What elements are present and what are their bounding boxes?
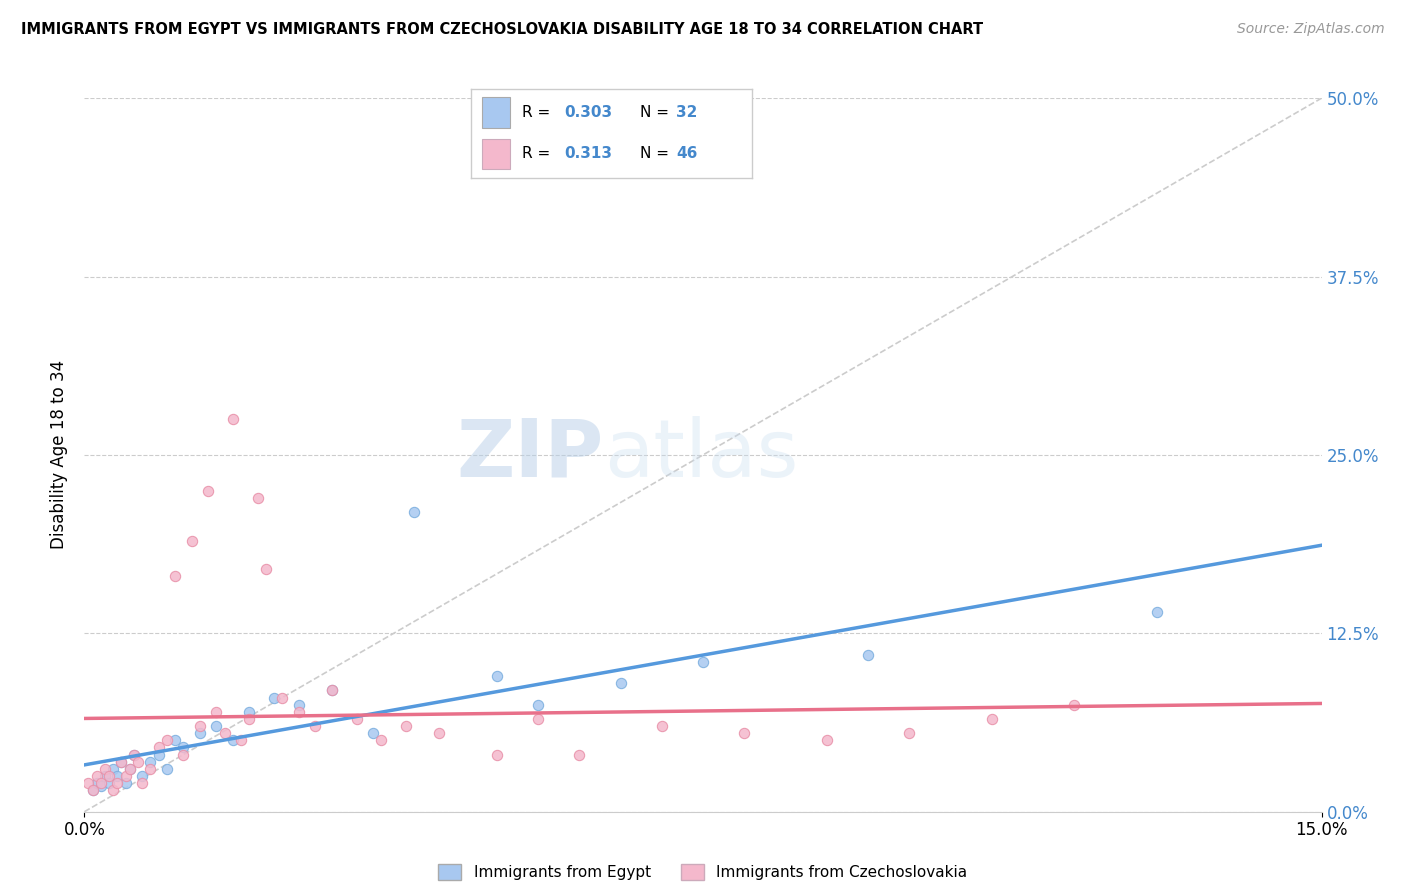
Point <box>110 755 132 769</box>
Point <box>139 755 162 769</box>
Point <box>361 726 384 740</box>
Point <box>165 733 187 747</box>
Point <box>222 412 245 426</box>
Point <box>172 747 194 762</box>
Point <box>139 762 162 776</box>
Point <box>114 776 136 790</box>
Text: Source: ZipAtlas.com: Source: ZipAtlas.com <box>1237 22 1385 37</box>
Point <box>733 726 755 740</box>
Point <box>395 719 418 733</box>
Bar <box>482 139 510 169</box>
Point <box>156 762 179 776</box>
Point <box>229 733 252 747</box>
Point <box>114 769 136 783</box>
Point <box>94 769 117 783</box>
Point <box>122 747 145 762</box>
Point <box>427 726 450 740</box>
Text: 0.303: 0.303 <box>564 105 612 120</box>
Point <box>898 726 921 740</box>
Point <box>188 726 211 740</box>
Point <box>82 783 104 797</box>
Text: R =: R = <box>522 146 555 161</box>
Point <box>77 776 100 790</box>
Text: N =: N = <box>640 146 673 161</box>
Point <box>609 676 631 690</box>
Text: IMMIGRANTS FROM EGYPT VS IMMIGRANTS FROM CZECHOSLOVAKIA DISABILITY AGE 18 TO 34 : IMMIGRANTS FROM EGYPT VS IMMIGRANTS FROM… <box>21 22 983 37</box>
Point <box>263 690 285 705</box>
Point <box>180 533 202 548</box>
Point <box>105 776 128 790</box>
Point <box>246 491 269 505</box>
Text: 46: 46 <box>676 146 697 161</box>
Point <box>271 690 294 705</box>
Point <box>148 740 170 755</box>
Point <box>692 655 714 669</box>
Point <box>815 733 838 747</box>
Point <box>527 712 550 726</box>
Point <box>122 747 145 762</box>
Point <box>288 698 311 712</box>
Point <box>86 769 108 783</box>
Text: atlas: atlas <box>605 416 799 494</box>
Point <box>105 769 128 783</box>
Point <box>238 712 260 726</box>
Point <box>568 747 591 762</box>
Point <box>485 669 508 683</box>
Point <box>82 783 104 797</box>
Point <box>165 569 187 583</box>
Point <box>98 769 121 783</box>
Point <box>404 505 426 519</box>
Point <box>131 769 153 783</box>
Point <box>205 705 228 719</box>
Point <box>1146 605 1168 619</box>
Point <box>651 719 673 733</box>
Point <box>94 762 117 776</box>
Point <box>304 719 326 733</box>
Point <box>346 712 368 726</box>
Point <box>238 705 260 719</box>
Point <box>156 733 179 747</box>
Point <box>321 683 343 698</box>
Text: ZIP: ZIP <box>457 416 605 494</box>
Point <box>1063 698 1085 712</box>
Point <box>321 683 343 698</box>
Point <box>856 648 879 662</box>
Point <box>527 698 550 712</box>
Point <box>288 705 311 719</box>
Point <box>90 776 112 790</box>
Text: 32: 32 <box>676 105 697 120</box>
Y-axis label: Disability Age 18 to 34: Disability Age 18 to 34 <box>51 360 69 549</box>
Point <box>103 783 125 797</box>
Point <box>172 740 194 755</box>
Legend: Immigrants from Egypt, Immigrants from Czechoslovakia: Immigrants from Egypt, Immigrants from C… <box>433 858 973 886</box>
Point <box>205 719 228 733</box>
Point <box>485 747 508 762</box>
Point <box>188 719 211 733</box>
Point <box>110 755 132 769</box>
Point <box>370 733 392 747</box>
Point <box>86 776 108 790</box>
Bar <box>482 97 510 128</box>
Point <box>980 712 1002 726</box>
Point <box>197 483 219 498</box>
Point <box>103 762 125 776</box>
Point <box>148 747 170 762</box>
Text: N =: N = <box>640 105 673 120</box>
Point <box>131 776 153 790</box>
Point <box>127 755 149 769</box>
Text: 0.313: 0.313 <box>564 146 612 161</box>
Point <box>214 726 236 740</box>
Point <box>118 762 141 776</box>
Point <box>98 776 121 790</box>
Point <box>90 779 112 793</box>
Text: R =: R = <box>522 105 555 120</box>
Point <box>254 562 277 576</box>
Point <box>118 762 141 776</box>
Point <box>222 733 245 747</box>
